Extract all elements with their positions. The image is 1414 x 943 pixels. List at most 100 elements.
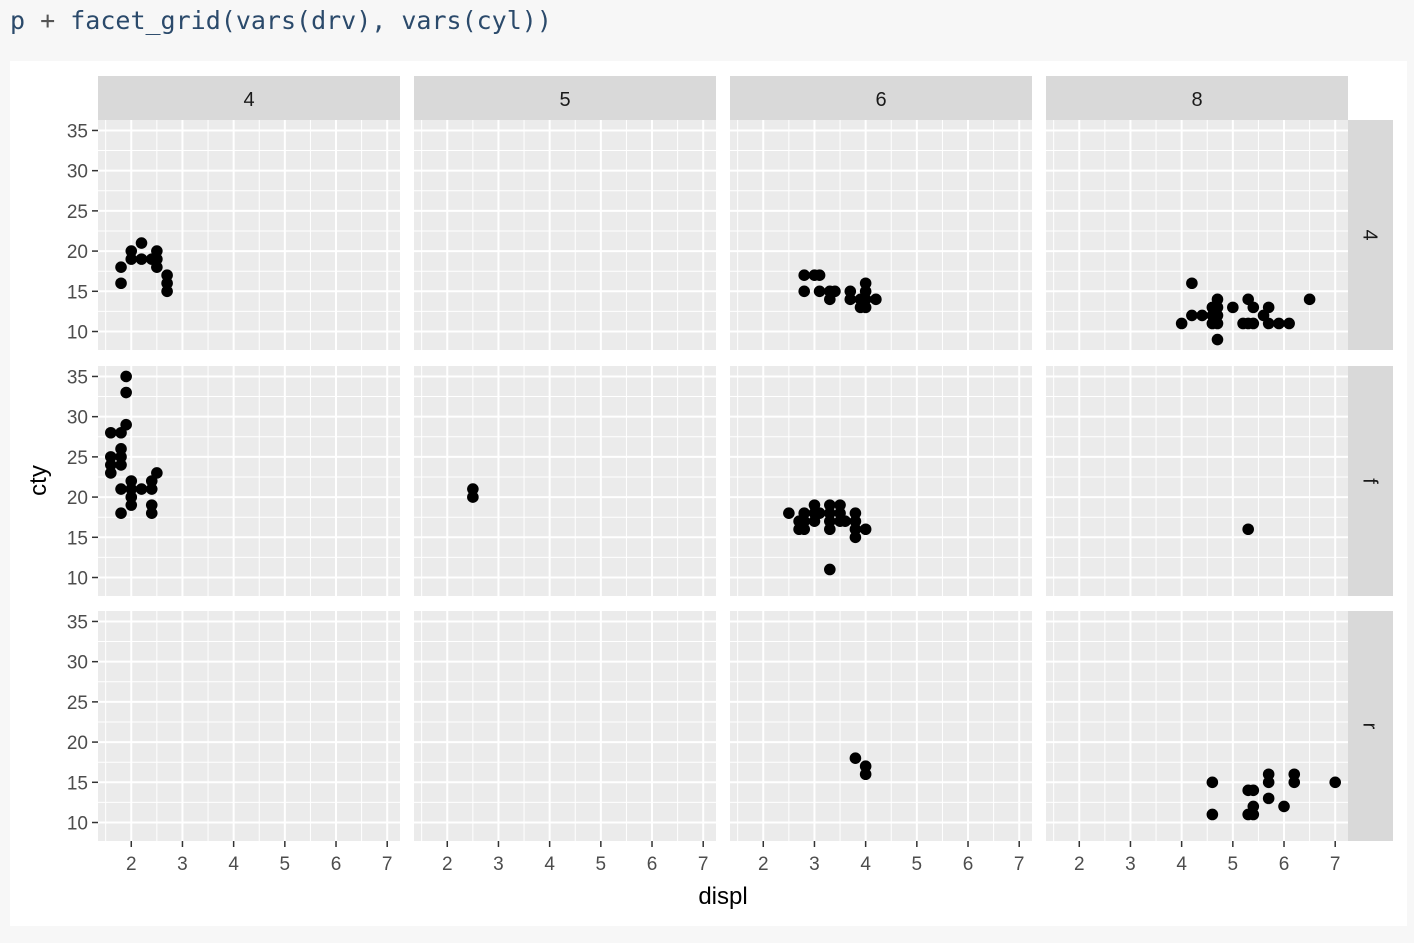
code-call: facet_grid(vars(drv), vars(cyl)) [70,6,552,35]
x-tick-label: 4 [544,854,555,875]
data-point [161,285,173,298]
data-point [1303,293,1316,306]
x-tick-label: 3 [493,854,504,875]
data-point [145,499,158,511]
x-tick-label: 7 [382,854,393,875]
data-point [467,483,479,495]
y-axis-title: cty [25,465,52,496]
y-tick-label: 15 [67,528,88,549]
data-point [849,752,862,764]
data-point [1262,792,1275,805]
data-point [849,515,862,528]
x-tick-label: 6 [647,854,658,875]
data-point [1196,309,1208,322]
data-point [161,269,173,282]
data-point [1211,309,1224,322]
data-point [1288,768,1301,781]
data-point [1242,523,1254,536]
x-tick-label: 2 [126,854,137,875]
data-point [115,261,127,273]
x-tick-label: 2 [758,854,769,875]
data-point [859,301,872,314]
data-point [120,370,132,383]
data-point [813,285,826,298]
data-point [115,443,127,455]
panel-background [98,120,400,350]
facet-scatter-plot: 4 5 6 84fr101520253035101520253035101520253… [25,76,1393,910]
code-expression: p + facet_grid(vars(drv), vars(cyl)) [10,6,552,35]
facet-strip-row-label: f [1359,478,1381,484]
data-point [1186,309,1198,322]
data-point [798,523,811,536]
panel-background [1046,611,1348,841]
data-point [1211,317,1224,330]
data-point [1227,301,1239,314]
data-point [135,483,148,495]
data-point [829,285,841,298]
data-point [115,459,127,471]
x-tick-label: 6 [331,854,342,875]
plot-card: 4 5 6 8 4 f r 10 15 20 25 30 35 10 15 20 25 30 35 10 15 20 25 3… [10,61,1407,926]
data-point [849,523,862,536]
data-point [1247,808,1260,821]
y-tick-label: 10 [67,323,88,344]
panel-background [730,120,1032,350]
data-point [115,277,127,290]
data-point [859,768,872,781]
data-point [125,499,138,511]
y-tick-label: 20 [67,733,88,754]
data-point [104,459,117,471]
data-point [824,563,836,576]
data-point [467,491,479,503]
data-point [1247,784,1260,797]
y-tick-label: 25 [67,693,88,714]
facet-strip-col [98,76,400,120]
data-point [125,475,138,487]
data-point [151,245,163,257]
x-tick-label: 4 [228,854,239,875]
facet-strip-row-label: r [1359,723,1381,730]
x-tick-label: 2 [1074,854,1085,875]
x-tick-label: 7 [1330,854,1341,875]
x-tick-label: 6 [963,854,974,875]
y-tick-label: 25 [67,202,88,223]
x-tick-label: 7 [698,854,709,875]
x-tick-label: 5 [280,854,291,875]
data-point [1206,808,1219,821]
code-object: p [10,6,26,35]
data-point [839,515,851,528]
facet-strip-row [1348,611,1393,841]
data-point [844,285,857,298]
facet-strip-col-label: 5 [559,89,570,111]
data-point [1273,317,1285,330]
x-axis-title: displ [698,883,747,910]
panel-background [730,366,1032,596]
data-point [104,426,117,439]
data-point [813,269,826,282]
x-tick-label: 6 [1279,854,1290,875]
data-point [1329,776,1342,789]
y-tick-label: 20 [67,488,88,509]
data-point [798,269,811,282]
data-point [1211,301,1224,314]
data-point [824,515,836,528]
data-point [125,245,138,257]
data-point [1262,317,1275,330]
data-point [104,467,117,479]
data-point [120,418,132,431]
data-point [1262,776,1275,789]
data-point [870,293,882,306]
y-tick-label: 35 [67,367,88,388]
panel-background [730,611,1032,841]
data-point [859,760,872,773]
facet-strip-row [1348,120,1393,350]
data-point [1247,317,1260,330]
facet-strip-row [1348,366,1393,596]
data-point [844,293,857,306]
data-point [145,507,158,519]
data-point [824,523,836,536]
y-tick-label: 30 [67,162,88,183]
facet-strip-col [1046,76,1348,120]
data-point [798,507,811,519]
y-tick-label: 30 [67,408,88,429]
